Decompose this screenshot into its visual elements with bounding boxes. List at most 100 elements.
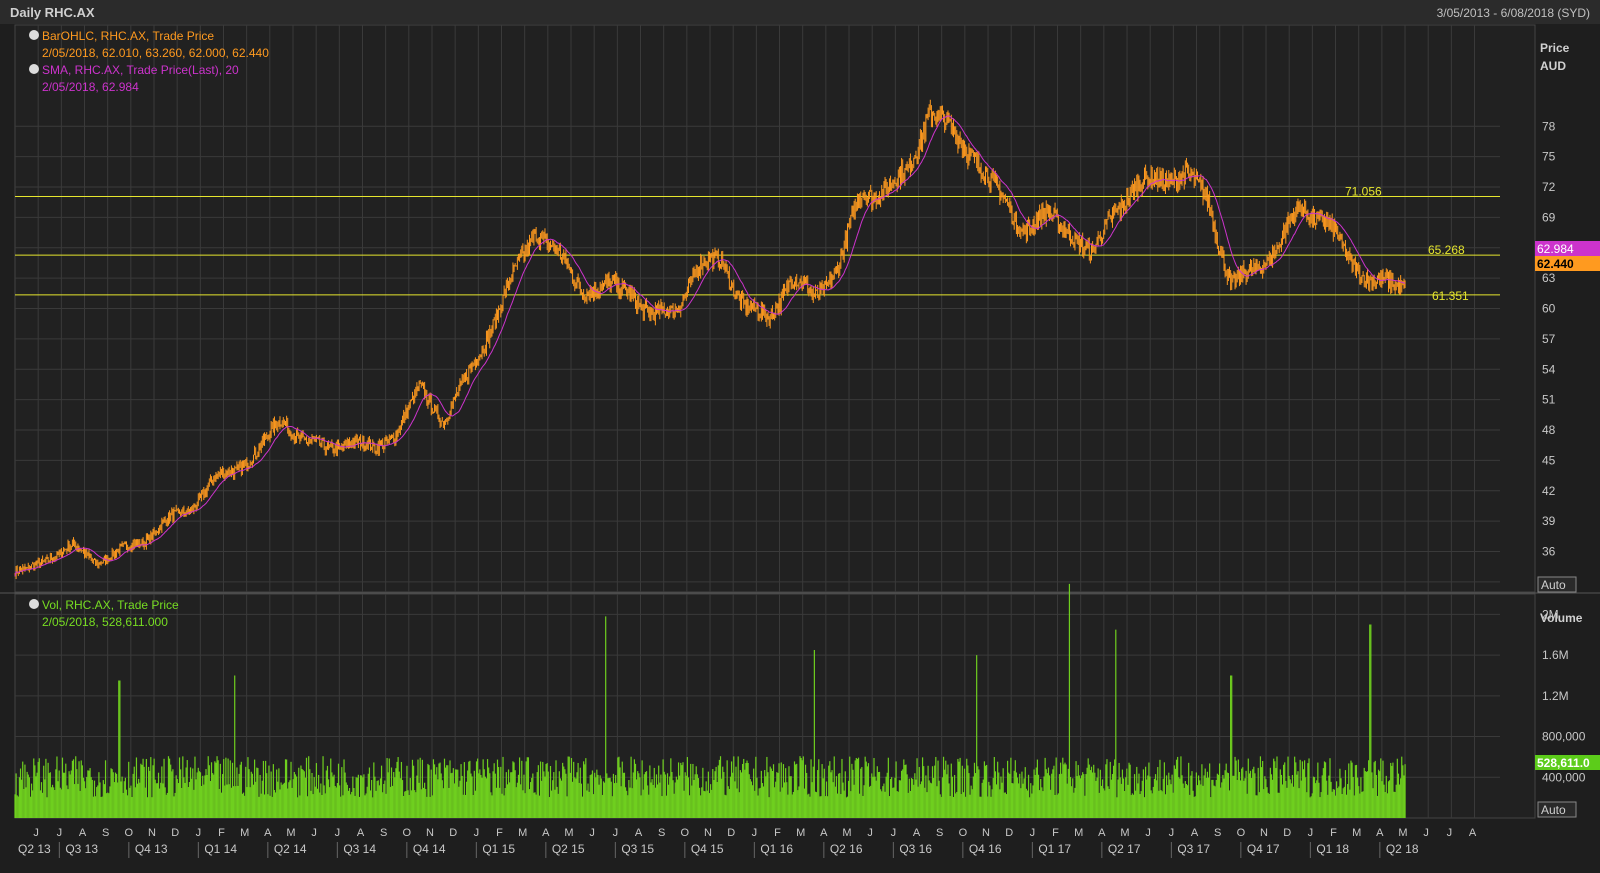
volume-bars <box>14 583 1406 818</box>
month-tick-label: D <box>1005 827 1013 839</box>
quarter-tick-label: Q4 15 <box>691 842 724 856</box>
price-tick-label: 39 <box>1542 514 1556 528</box>
level-label: 71.056 <box>1345 185 1382 199</box>
month-tick-label: O <box>403 827 412 839</box>
price-tick-label: 57 <box>1542 332 1556 346</box>
volume-tick-label: 2M <box>1542 607 1559 621</box>
price-tick-label: 36 <box>1542 545 1556 559</box>
price-tick-label: 45 <box>1542 453 1556 467</box>
sma-legend-label: SMA, RHC.AX, Trade Price(Last), 20 <box>42 63 239 77</box>
quarter-tick-label: Q2 16 <box>830 842 863 856</box>
price-tick-label: 63 <box>1542 271 1556 285</box>
month-tick-label: M <box>240 827 249 839</box>
volume-tick-label: 800,000 <box>1542 730 1586 744</box>
volume-value-tag <box>1535 755 1600 770</box>
month-tick-label: N <box>704 827 712 839</box>
volume-tick-label: 1.2M <box>1542 689 1569 703</box>
quarter-tick-label: Q1 14 <box>204 842 237 856</box>
volume-tick-label: 400,000 <box>1542 770 1586 784</box>
price-tick-label: 72 <box>1542 180 1556 194</box>
month-tick-label: A <box>357 827 365 839</box>
level-label: 65.268 <box>1428 243 1465 257</box>
month-tick-label: D <box>449 827 457 839</box>
sma-path <box>14 115 1406 577</box>
month-tick-label: A <box>1191 827 1199 839</box>
month-tick-label: A <box>913 827 921 839</box>
date-range: 3/05/2013 - 6/08/2018 (SYD) <box>1437 6 1590 20</box>
month-tick-label: D <box>171 827 179 839</box>
month-tick-label: J <box>752 827 758 839</box>
quarter-tick-label: Q1 18 <box>1316 842 1349 856</box>
month-tick-label: F <box>1052 827 1059 839</box>
month-tick-label: A <box>79 827 87 839</box>
volume-auto-scale-button[interactable] <box>1537 801 1577 818</box>
month-tick-label: N <box>982 827 990 839</box>
sma-legend-value: 2/05/2018, 62.984 <box>42 80 139 94</box>
quarter-tick-label: Q4 13 <box>135 842 168 856</box>
month-tick-label: J <box>1030 827 1036 839</box>
currency-label: AUD <box>1540 59 1566 73</box>
month-tick-label: J <box>335 827 341 839</box>
month-tick-label: F <box>218 827 225 839</box>
price-auto-label: Auto <box>1541 578 1566 592</box>
month-tick-label: M <box>1398 827 1407 839</box>
month-tick-label: J <box>311 827 317 839</box>
month-tick-label: F <box>496 827 503 839</box>
ohlc-bars <box>14 99 1406 580</box>
sma-value-tag-text: 62.984 <box>1537 242 1574 256</box>
month-tick-label: M <box>796 827 805 839</box>
quarter-tick-label: Q2 14 <box>274 842 307 856</box>
volume-axis-ticks: 2M 1.6M 1.2M 800,000 400,000 <box>1542 607 1586 784</box>
level-label: 61.351 <box>1432 289 1469 303</box>
legend-toggle-icon[interactable] <box>29 64 39 74</box>
legend-toggle-icon[interactable] <box>29 30 39 40</box>
quarter-tick-label: Q1 15 <box>482 842 515 856</box>
price-tick-label: 69 <box>1542 210 1556 224</box>
quarter-tick-label: Q1 17 <box>1038 842 1071 856</box>
quarter-tick-label: Q3 15 <box>621 842 654 856</box>
quarter-tick-label: Q1 16 <box>760 842 793 856</box>
sma-line <box>14 115 1406 577</box>
month-tick-label: J <box>589 827 595 839</box>
month-tick-label: J <box>1447 827 1453 839</box>
month-tick-label: J <box>196 827 202 839</box>
ohlc-legend-label: BarOHLC, RHC.AX, Trade Price <box>42 29 214 43</box>
quarter-tick-label: Q2 15 <box>552 842 585 856</box>
month-tick-label: J <box>474 827 480 839</box>
month-tick-label: N <box>426 827 434 839</box>
price-tick-label: 42 <box>1542 484 1556 498</box>
quarter-tick-label: Q4 14 <box>413 842 446 856</box>
quarter-tick-label: Q3 13 <box>65 842 98 856</box>
month-tick-label: D <box>727 827 735 839</box>
price-tick-label: 51 <box>1542 393 1556 407</box>
month-tick-label: O <box>681 827 690 839</box>
volume-panel[interactable] <box>14 593 1536 819</box>
price-legend: BarOHLC, RHC.AX, Trade Price 2/05/2018, … <box>29 29 269 94</box>
grid <box>15 25 1500 818</box>
month-tick-label: J <box>33 827 39 839</box>
support-resistance-lines: 71.056 65.268 61.351 <box>15 185 1500 303</box>
month-tick-label: F <box>1330 827 1337 839</box>
month-tick-label: A <box>1376 827 1384 839</box>
sma-value-tag <box>1535 241 1600 256</box>
price-auto-scale-button[interactable] <box>1537 576 1577 593</box>
last-price-tag-text: 62.440 <box>1537 257 1574 271</box>
month-tick-label: N <box>1260 827 1268 839</box>
month-tick-label: A <box>1098 827 1106 839</box>
month-tick-label: J <box>891 827 897 839</box>
volume-axis-title: Volume <box>1540 611 1583 625</box>
month-tick-label: M <box>1074 827 1083 839</box>
month-tick-label: S <box>936 827 943 839</box>
quarter-tick-label: Q2 17 <box>1108 842 1141 856</box>
month-tick-label: J <box>613 827 619 839</box>
quarter-tick-label: Q4 16 <box>969 842 1002 856</box>
legend-toggle-icon[interactable] <box>29 599 39 609</box>
month-tick-label: F <box>774 827 781 839</box>
last-price-tag <box>1535 256 1600 271</box>
month-tick-label: J <box>1169 827 1175 839</box>
month-tick-label: N <box>148 827 156 839</box>
chart-title: Daily RHC.AX <box>10 5 95 20</box>
month-tick-label: M <box>564 827 573 839</box>
month-tick-label: J <box>867 827 873 839</box>
month-tick-label: J <box>1145 827 1151 839</box>
